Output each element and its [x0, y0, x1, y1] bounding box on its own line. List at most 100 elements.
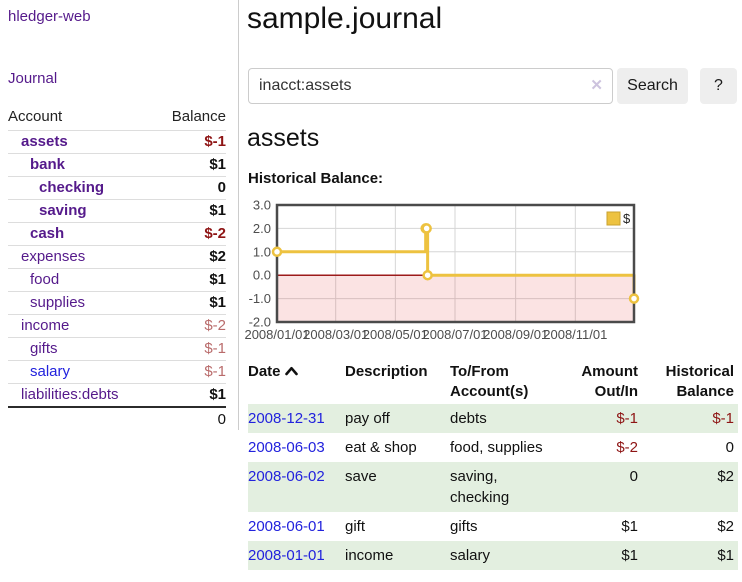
accounts-table-header: Account Balance [8, 106, 226, 130]
transaction-balance: $1 [717, 547, 734, 564]
transaction-description: gift [345, 518, 366, 535]
account-balance: $-1 [204, 363, 226, 380]
transaction-description: eat & shop [345, 439, 417, 456]
account-column-header: Account [8, 108, 63, 125]
help-button[interactable]: ? [700, 68, 737, 104]
chart-title: Historical Balance: [248, 170, 384, 187]
app-title-link[interactable]: hledger-web [8, 8, 91, 25]
transaction-date-link[interactable]: 2008-06-01 [248, 518, 325, 535]
sidebar: hledger-web Journal Account Balance asse… [0, 0, 239, 430]
transaction-amount: $1 [621, 547, 638, 564]
transaction-accounts: food, supplies [450, 439, 543, 456]
clear-search-icon[interactable]: ✕ [590, 77, 603, 94]
transaction-description: save [345, 468, 377, 485]
account-link[interactable]: cash [30, 225, 65, 242]
account-row: bank $1 [8, 153, 226, 176]
account-row: saving $1 [8, 199, 226, 222]
account-row: liabilities:debts $1 [8, 383, 226, 406]
transaction-row: 2008-12-31 pay off debts $-1 $-1 [248, 404, 738, 433]
legend-label: $ [623, 211, 631, 226]
account-balance: $2 [209, 248, 226, 265]
x-axis-tick-label: 2008/09/01 [483, 327, 548, 342]
transaction-date-link[interactable]: 2008-06-03 [248, 439, 325, 456]
account-link[interactable]: income [21, 317, 70, 334]
accounts-total-row: 0 [8, 406, 226, 430]
x-axis-tick-label: 2008/07/01 [422, 327, 487, 342]
x-axis-tick-label: 2008/05/01 [363, 327, 428, 342]
balance-chart-svg: $3.0 2.0 1.0 0.0 -1.0 -2.02008/01/012008/03/0… [244, 198, 640, 342]
account-balance: $1 [209, 156, 226, 173]
transaction-description: income [345, 547, 394, 564]
account-link[interactable]: salary [30, 363, 71, 380]
account-link[interactable]: liabilities:debts [21, 386, 119, 403]
account-column-header-main: To/From Account(s) [450, 363, 529, 400]
account-link[interactable]: saving [39, 202, 87, 219]
account-link[interactable]: bank [30, 156, 66, 173]
transaction-amount: $-2 [616, 439, 638, 456]
account-row: checking 0 [8, 176, 226, 199]
x-axis-tick-label: 2008/01/01 [244, 327, 309, 342]
account-link[interactable]: checking [39, 179, 105, 196]
account-row: cash $-2 [8, 222, 226, 245]
y-axis-tick-label: 1.0 [253, 244, 271, 259]
account-link[interactable]: supplies [30, 294, 86, 311]
transaction-balance: $2 [717, 468, 734, 485]
account-row: assets $-1 [8, 130, 226, 153]
sidebar-item-journal[interactable]: Journal [8, 70, 58, 87]
search-button[interactable]: Search [617, 68, 688, 104]
account-link[interactable]: assets [21, 133, 68, 150]
register-table: Date Description To/From Account(s) Amoun… [248, 360, 738, 570]
account-link[interactable]: food [30, 271, 60, 288]
account-link[interactable]: expenses [21, 248, 86, 265]
y-axis-tick-label: -1.0 [249, 291, 271, 306]
account-balance: $1 [209, 202, 226, 219]
date-column-header[interactable]: Date [248, 360, 345, 404]
transaction-amount: $-1 [616, 410, 638, 427]
transaction-date-link[interactable]: 2008-06-02 [248, 468, 325, 485]
x-axis-tick-label: 2008/03/01 [303, 327, 368, 342]
legend-swatch [606, 211, 621, 226]
account-heading: assets [247, 124, 320, 152]
account-balance: 0 [217, 179, 226, 196]
account-balance: $1 [209, 271, 226, 288]
y-axis-tick-label: 3.0 [253, 198, 271, 213]
y-axis-tick-label: 0.0 [253, 268, 271, 283]
account-balance: $1 [209, 386, 226, 403]
account-link[interactable]: gifts [30, 340, 58, 357]
transaction-amount: $1 [621, 518, 638, 535]
transaction-date-link[interactable]: 2008-01-01 [248, 547, 325, 564]
sort-ascending-icon [284, 362, 298, 382]
description-column-header: Description [345, 363, 428, 380]
balance-column-header: Balance [171, 108, 226, 125]
search-form: ✕ [248, 68, 613, 104]
transaction-description: pay off [345, 410, 390, 427]
transaction-accounts: saving, checking [450, 468, 510, 506]
account-balance: $-2 [204, 225, 226, 242]
y-axis-tick-label: 2.0 [253, 221, 271, 236]
transaction-row: 2008-01-01 income salary $1 $1 [248, 541, 738, 570]
transaction-row: 2008-06-03 eat & shop food, supplies $-2 0 [248, 433, 738, 462]
transaction-amount: 0 [629, 468, 638, 485]
account-balance: $-1 [204, 133, 226, 150]
transaction-balance: 0 [725, 439, 734, 456]
transaction-accounts: salary [450, 547, 491, 564]
account-row: income $-2 [8, 314, 226, 337]
historical-balance-chart: $3.0 2.0 1.0 0.0 -1.0 -2.0 2008/01/01 2008/03/0… [244, 198, 647, 347]
date-header-label: Date [248, 363, 281, 380]
account-row: expenses $2 [8, 245, 226, 268]
account-balance: $1 [209, 294, 226, 311]
account-row: gifts $-1 [8, 337, 226, 360]
account-row: food $1 [8, 268, 226, 291]
account-row: supplies $1 [8, 291, 226, 314]
amount-column-header: Amount Out/In [581, 363, 638, 400]
transaction-row: 2008-06-01 gift gifts $1 $2 [248, 512, 738, 541]
register-header-row: Date Description To/From Account(s) Amoun… [248, 360, 738, 404]
transaction-accounts: debts [450, 410, 487, 427]
account-row: salary $-1 [8, 360, 226, 383]
transaction-balance: $-1 [712, 410, 734, 427]
search-input[interactable] [248, 68, 613, 104]
transaction-date-link[interactable]: 2008-12-31 [248, 410, 325, 427]
accounts-total-value: 0 [217, 411, 226, 428]
page-title: sample.journal [247, 2, 443, 35]
accounts-table: Account Balance assets $-1 bank $1 checking 0… [8, 106, 226, 430]
